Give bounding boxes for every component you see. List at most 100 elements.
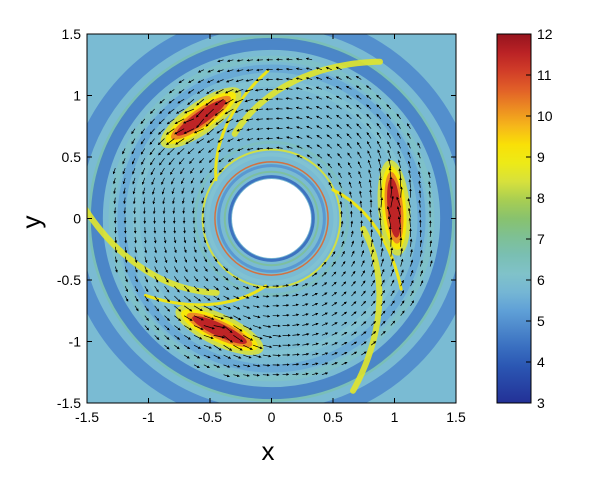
velocity-arrow <box>380 279 385 287</box>
velocity-arrow <box>360 240 364 247</box>
velocity-arrow <box>325 76 332 80</box>
velocity-arrow <box>243 354 252 359</box>
velocity-arrow <box>336 114 342 120</box>
velocity-arrow <box>407 207 411 218</box>
velocity-arrow <box>311 332 319 336</box>
velocity-arrow <box>183 236 187 244</box>
velocity-arrow <box>176 108 185 114</box>
velocity-arrow <box>134 285 139 293</box>
velocity-arrow <box>233 285 240 290</box>
velocity-arrow <box>367 150 372 159</box>
velocity-arrow <box>311 302 319 307</box>
velocity-arrow <box>178 89 185 94</box>
velocity-arrow <box>193 266 198 273</box>
velocity-arrow <box>316 135 323 139</box>
x-axis-ticks: -1.5 -1 -0.5 0 0.5 1 1.5 <box>75 34 466 425</box>
velocity-arrow <box>174 315 182 322</box>
heatmap-area <box>86 33 457 404</box>
velocity-arrow <box>226 59 234 63</box>
velocity-arrow <box>235 79 244 83</box>
velocity-arrow <box>233 276 239 280</box>
velocity-arrow <box>305 77 313 80</box>
velocity-arrow <box>341 301 347 307</box>
velocity-arrow <box>302 372 309 376</box>
velocity-arrow <box>410 300 415 307</box>
velocity-arrow <box>174 305 182 312</box>
velocity-arrow <box>351 260 355 267</box>
velocity-arrow <box>361 341 367 346</box>
velocity-arrow <box>345 95 352 100</box>
velocity-arrow <box>376 123 382 129</box>
velocity-arrow <box>217 138 224 143</box>
velocity-arrow <box>292 293 299 297</box>
velocity-arrow <box>131 128 136 135</box>
velocity-arrow <box>341 331 348 336</box>
velocity-arrow <box>341 361 348 366</box>
velocity-arrow <box>295 77 303 81</box>
velocity-arrow <box>419 249 423 257</box>
velocity-arrow <box>315 86 323 90</box>
velocity-arrow <box>208 148 214 153</box>
velocity-arrow <box>341 311 348 316</box>
velocity-arrow <box>153 236 157 244</box>
velocity-arrow <box>351 240 355 247</box>
velocity-arrow <box>321 302 328 307</box>
colorbar-tick-label: 12 <box>537 26 553 42</box>
velocity-arrow <box>246 147 254 151</box>
velocity-arrow <box>183 118 195 124</box>
velocity-arrow <box>356 132 362 139</box>
velocity-arrow <box>321 372 329 376</box>
vortex-blob <box>387 177 402 238</box>
velocity-arrow <box>349 191 352 198</box>
velocity-arrow <box>292 362 300 366</box>
y-tick-label: 0.5 <box>62 149 82 165</box>
velocity-arrow <box>246 128 254 131</box>
x-tick-label: 0 <box>268 409 276 425</box>
velocity-arrow <box>199 167 205 174</box>
velocity-arrow <box>296 126 303 130</box>
velocity-arrow <box>174 256 178 263</box>
velocity-arrow <box>174 276 179 283</box>
velocity-arrow <box>191 197 195 204</box>
velocity-arrow <box>296 145 303 149</box>
x-axis-label: x <box>262 436 275 466</box>
velocity-arrow <box>272 334 282 338</box>
velocity-arrow <box>302 303 309 307</box>
velocity-arrow <box>164 266 168 273</box>
velocity-arrow <box>262 285 270 289</box>
velocity-arrow <box>254 88 263 92</box>
velocity-arrow <box>341 351 348 356</box>
velocity-arrow <box>205 98 214 106</box>
velocity-arrow <box>140 128 146 135</box>
velocity-arrow <box>161 177 165 185</box>
velocity-arrow <box>331 271 337 277</box>
velocity-arrow <box>193 335 203 340</box>
x-tick-label: 0.5 <box>323 409 343 425</box>
velocity-arrow <box>166 138 175 146</box>
colorbar-tick-label: 3 <box>537 395 545 411</box>
x-tick-label: -1.5 <box>75 409 99 425</box>
velocity-arrow <box>252 315 261 319</box>
velocity-arrow <box>203 364 210 368</box>
velocity-arrow <box>321 312 328 316</box>
velocity-arrow <box>400 290 405 297</box>
velocity-arrow <box>341 240 345 247</box>
velocity-arrow <box>295 87 303 90</box>
velocity-arrow <box>113 187 116 195</box>
velocity-arrow <box>172 207 176 214</box>
velocity-arrow <box>396 123 401 129</box>
velocity-arrow <box>124 256 128 263</box>
velocity-arrow <box>351 301 357 307</box>
velocity-arrow <box>144 246 148 254</box>
velocity-arrow <box>143 207 146 215</box>
velocity-arrow <box>390 195 394 208</box>
velocity-arrow <box>327 163 333 169</box>
velocity-arrow <box>295 57 303 61</box>
velocity-arrow <box>227 157 234 162</box>
velocity-arrow <box>164 295 170 303</box>
velocity-arrow <box>217 59 224 63</box>
velocity-arrow <box>316 125 323 130</box>
velocity-arrow <box>253 373 260 377</box>
velocity-arrow <box>216 79 224 83</box>
velocity-arrow <box>306 145 313 149</box>
